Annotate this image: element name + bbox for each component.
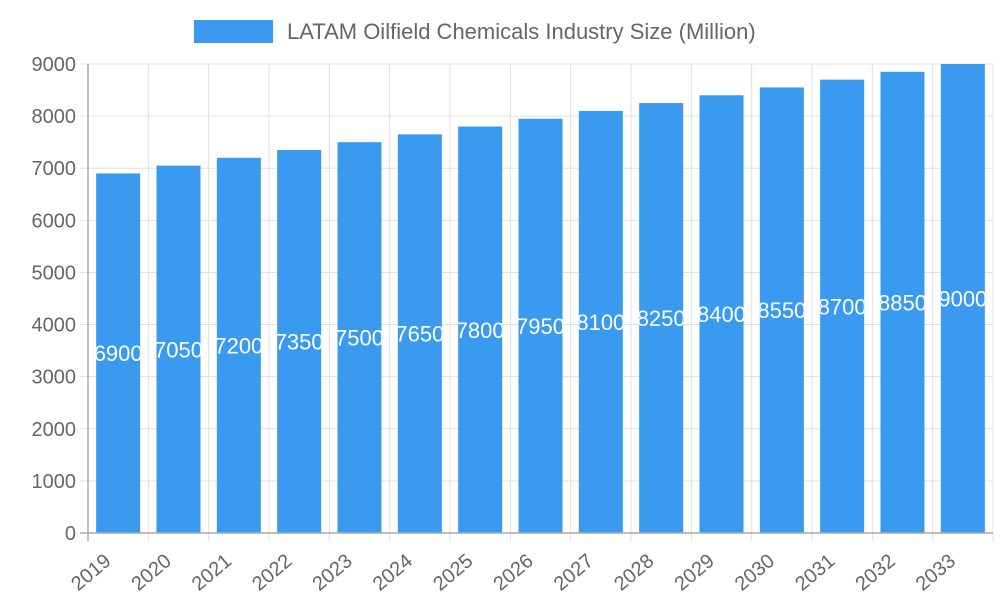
bar (578, 110, 623, 534)
legend[interactable]: LATAM Oilfield Chemicals Industry Size (… (194, 19, 756, 44)
x-tick-label: 2031 (791, 550, 839, 595)
data-label: 9000 (938, 287, 987, 312)
legend-swatch (194, 20, 273, 43)
x-tick-label: 2019 (67, 550, 115, 595)
legend-label: LATAM Oilfield Chemicals Industry Size (… (287, 19, 756, 44)
y-tick-label: 4000 (32, 315, 77, 337)
x-tick-label: 2024 (369, 550, 417, 595)
x-tick-label: 2021 (188, 550, 236, 595)
data-label: 7050 (154, 337, 203, 362)
x-tick-label: 2032 (851, 550, 899, 595)
data-label: 7650 (395, 322, 444, 347)
bar (820, 79, 865, 533)
x-tick-label: 2033 (912, 550, 960, 595)
bar (759, 87, 804, 533)
bar (639, 103, 684, 533)
y-tick-label: 5000 (32, 262, 77, 284)
x-tick-label: 2027 (550, 550, 598, 595)
data-label: 8850 (878, 290, 927, 315)
x-tick-label: 2025 (429, 550, 477, 595)
data-label: 7800 (456, 318, 505, 343)
y-tick-label: 3000 (32, 367, 77, 389)
x-tick-label: 2030 (731, 550, 779, 595)
data-label: 8250 (637, 306, 686, 331)
bar (397, 134, 442, 533)
x-tick-label: 2026 (489, 550, 537, 595)
x-tick-label: 2022 (248, 550, 296, 595)
data-label: 7950 (516, 314, 565, 339)
data-label: 7200 (214, 333, 263, 358)
y-tick-label: 2000 (32, 419, 77, 441)
y-tick-label: 9000 (32, 54, 77, 76)
y-tick-label: 1000 (32, 471, 77, 493)
bars: 6900 7050 7200 7350 7500 7650 7800 7950 8100 8250… (94, 64, 987, 534)
y-tick-label: 8000 (32, 106, 77, 128)
bar (96, 173, 141, 533)
data-label: 8400 (697, 302, 746, 327)
x-tick-label: 2028 (610, 550, 658, 595)
bar (458, 126, 503, 534)
y-tick-label: 7000 (32, 158, 77, 180)
data-label: 8700 (818, 294, 867, 319)
y-tick-label: 6000 (32, 210, 77, 232)
bar (518, 118, 563, 533)
bar (277, 149, 322, 533)
data-label: 8550 (757, 298, 806, 323)
data-label: 6900 (94, 341, 143, 366)
bar (940, 64, 985, 533)
x-tick-label: 2023 (308, 550, 356, 595)
bar (337, 142, 382, 533)
data-label: 7500 (335, 326, 384, 351)
x-tick-label: 2029 (670, 550, 718, 595)
bar (216, 157, 261, 534)
bar (156, 165, 201, 533)
bar (880, 71, 925, 534)
bar (699, 95, 744, 534)
x-tick-label: 2020 (127, 550, 175, 595)
y-tick-label: 0 (65, 523, 76, 545)
data-label: 8100 (576, 310, 625, 335)
data-label: 7350 (275, 329, 324, 354)
